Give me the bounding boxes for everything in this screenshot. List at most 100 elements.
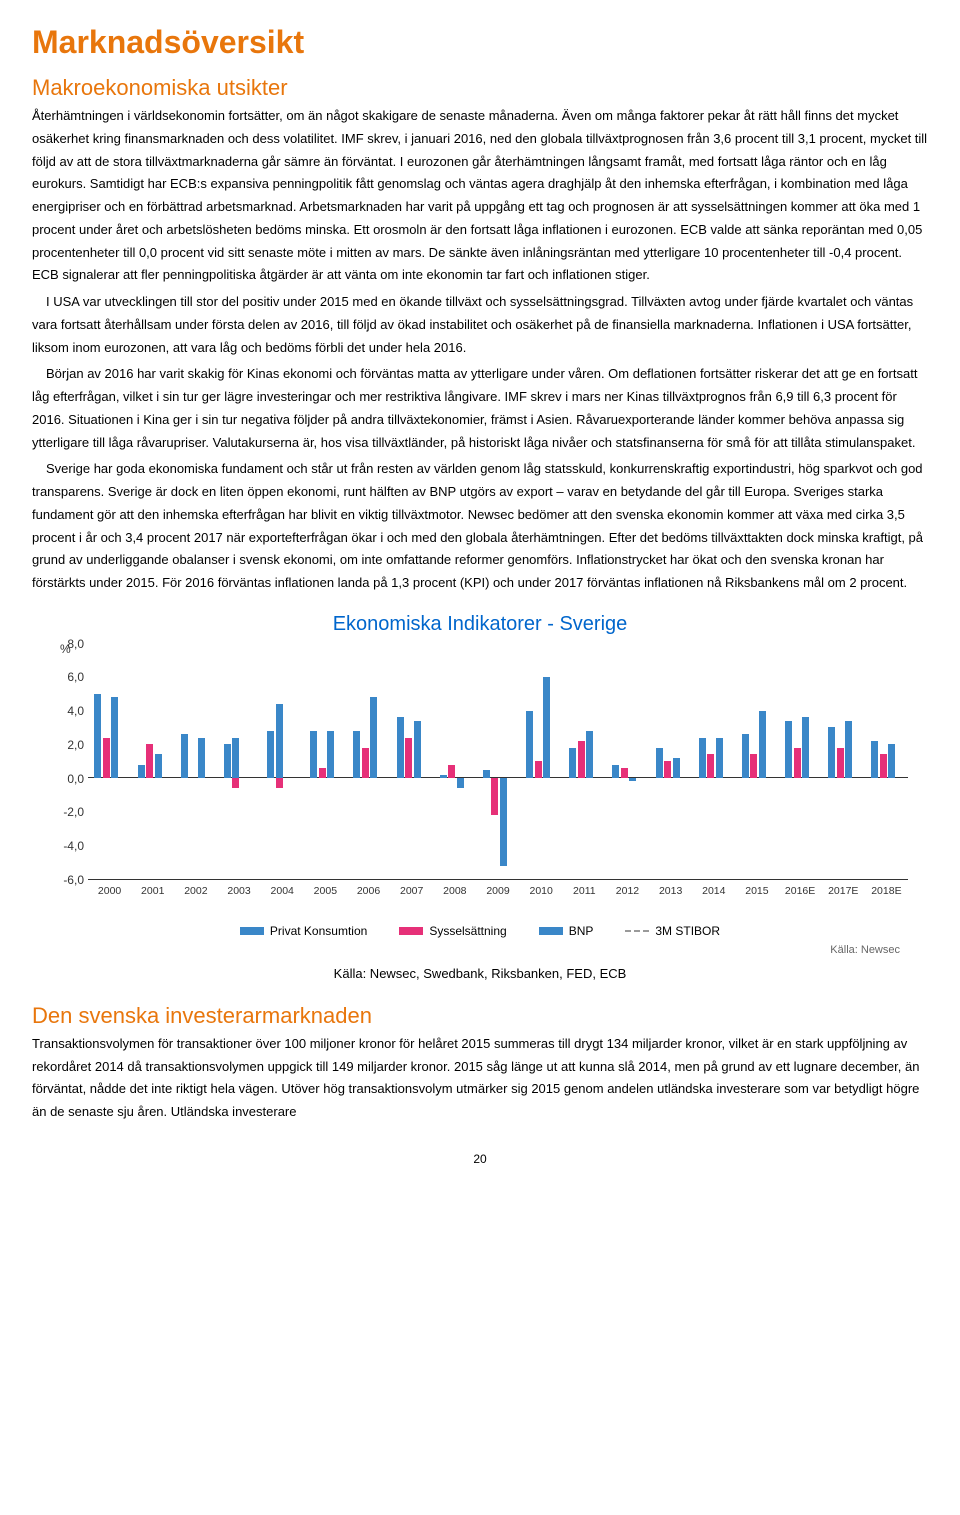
chart-ytick: -4,0 [44, 839, 84, 853]
chart-bar [448, 765, 455, 778]
chart-ytick: 8,0 [44, 637, 84, 651]
chart-ytick: 2,0 [44, 738, 84, 752]
chart-bar [828, 727, 835, 778]
chart-bar [837, 748, 844, 778]
chart-bar [880, 754, 887, 778]
page-title: Marknadsöversikt [32, 24, 928, 61]
chart-xtick: 2015 [745, 885, 768, 897]
chart-bar [155, 754, 162, 778]
chart-title: Ekonomiska Indikatorer - Sverige [44, 613, 916, 636]
chart-bar [483, 770, 490, 778]
chart-bar [414, 721, 421, 778]
chart-bar [310, 731, 317, 778]
chart-bar [845, 721, 852, 778]
chart-bar [232, 738, 239, 778]
chart-bar [397, 717, 404, 778]
chart-bar [543, 677, 550, 778]
chart-xtick: 2009 [486, 885, 509, 897]
chart-container: Ekonomiska Indikatorer - Sverige % 8,06,… [44, 613, 916, 956]
chart-bar [440, 775, 447, 778]
chart-bar [198, 738, 205, 778]
chart-bar [586, 731, 593, 778]
chart-legend: Privat Konsumtion Sysselsättning BNP 3M … [44, 920, 916, 942]
legend-item-bnp: BNP [539, 924, 594, 938]
section1-p4: Sverige har goda ekonomiska fundament oc… [32, 458, 928, 595]
chart-bar [267, 731, 274, 778]
chart-bar [759, 711, 766, 778]
chart-bar [138, 765, 145, 778]
chart-bar [535, 761, 542, 778]
chart-xtick: 2013 [659, 885, 682, 897]
chart-ytick: 4,0 [44, 704, 84, 718]
chart-xtick: 2001 [141, 885, 164, 897]
chart-xtick: 2000 [98, 885, 121, 897]
chart-xtick: 2007 [400, 885, 423, 897]
section2-heading: Den svenska investerarmarknaden [32, 1003, 928, 1029]
chart-bar [276, 704, 283, 778]
chart-bar [621, 768, 628, 778]
chart-bar [629, 778, 636, 781]
chart-plot: 2000200120022003200420052006200720082009… [88, 644, 908, 880]
chart-bar [750, 754, 757, 778]
section1-p3: Början av 2016 har varit skakig för Kina… [32, 363, 928, 454]
chart-bar [578, 741, 585, 778]
section1-p2: I USA var utvecklingen till stor del pos… [32, 291, 928, 359]
legend-item-syssel: Sysselsättning [399, 924, 506, 938]
chart-xtick: 2012 [616, 885, 639, 897]
chart-bar [370, 697, 377, 778]
chart-bar [742, 734, 749, 778]
chart-bar [526, 711, 533, 778]
chart-bar [232, 778, 239, 788]
chart-xtick: 2004 [271, 885, 294, 897]
chart-xtick: 2002 [184, 885, 207, 897]
chart-bar [327, 731, 334, 778]
chart-caption: Källa: Newsec, Swedbank, Riksbanken, FED… [32, 966, 928, 981]
chart-bar [673, 758, 680, 778]
chart-bar [785, 721, 792, 778]
chart-bar [94, 694, 101, 778]
legend-item-privat: Privat Konsumtion [240, 924, 367, 938]
chart-xtick: 2011 [573, 885, 596, 897]
chart-bar [276, 778, 283, 788]
chart-xtick: 2008 [443, 885, 466, 897]
chart-bar [707, 754, 714, 778]
chart-bar [181, 734, 188, 778]
chart-bar [716, 738, 723, 778]
legend-item-stibor: 3M STIBOR [625, 924, 720, 938]
chart-bar [457, 778, 464, 788]
page-number: 20 [32, 1152, 928, 1166]
chart-xtick: 2016E [785, 885, 815, 897]
chart-bar [612, 765, 619, 778]
chart-bar [111, 697, 118, 778]
chart-bar [802, 717, 809, 778]
chart-bar [353, 731, 360, 778]
section1-p1: Återhämtningen i världsekonomin fortsätt… [32, 105, 928, 287]
chart-xtick: 2014 [702, 885, 725, 897]
chart-xtick: 2018E [871, 885, 901, 897]
section1-heading: Makroekonomiska utsikter [32, 75, 928, 101]
chart-ytick: -6,0 [44, 873, 84, 887]
chart-bar [664, 761, 671, 778]
chart-bar [319, 768, 326, 778]
chart-bar [794, 748, 801, 778]
chart-xtick: 2017E [828, 885, 858, 897]
chart-ytick: -2,0 [44, 805, 84, 819]
chart-xtick: 2003 [227, 885, 250, 897]
chart-ytick: 6,0 [44, 670, 84, 684]
section2-p1: Transaktionsvolymen för transaktioner öv… [32, 1033, 928, 1124]
chart-bar [103, 738, 110, 778]
chart-ytick: 0,0 [44, 772, 84, 786]
chart-source: Källa: Newsec [44, 944, 900, 956]
chart-bar [362, 748, 369, 778]
chart-xtick: 2005 [314, 885, 337, 897]
chart: % 8,06,04,02,00,0-2,0-4,0-6,0 2000200120… [44, 644, 916, 914]
chart-bar [888, 744, 895, 778]
chart-bar [871, 741, 878, 778]
chart-bar [491, 778, 498, 815]
chart-xtick: 2010 [529, 885, 552, 897]
chart-xtick: 2006 [357, 885, 380, 897]
chart-bar [699, 738, 706, 778]
chart-bar [405, 738, 412, 778]
chart-bar [656, 748, 663, 778]
chart-bar [569, 748, 576, 778]
